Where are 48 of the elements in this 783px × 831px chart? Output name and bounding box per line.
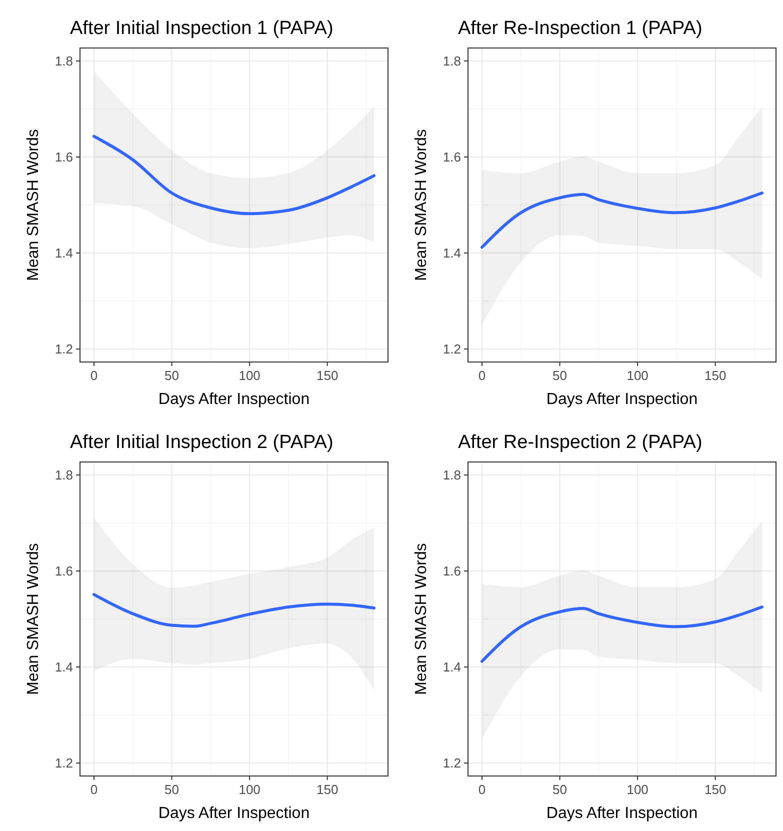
x-tick-label: 150 <box>316 782 338 797</box>
y-tick-label: 1.4 <box>54 246 73 261</box>
y-tick-label: 1.4 <box>442 660 461 675</box>
y-tick-label: 1.8 <box>54 54 73 69</box>
y-tick-label: 1.6 <box>442 150 461 165</box>
y-tick-label: 1.8 <box>442 468 461 483</box>
x-tick-label: 150 <box>704 368 726 383</box>
chart-title: After Initial Inspection 1 (PAPA) <box>70 18 334 39</box>
x-tick-label: 150 <box>704 782 726 797</box>
x-axis-title: Days After Inspection <box>158 391 310 408</box>
line-series <box>480 191 764 249</box>
x-tick-label: 0 <box>478 782 486 797</box>
y-tick-label: 1.2 <box>442 342 461 357</box>
y-tick-label: 1.6 <box>54 564 73 579</box>
line-series <box>480 605 764 663</box>
x-tick-label: 50 <box>552 782 568 797</box>
x-tick-label: 0 <box>90 368 98 383</box>
y-tick-label: 1.8 <box>54 468 73 483</box>
y-tick-label: 1.2 <box>442 756 461 771</box>
x-axis-title: Days After Inspection <box>546 391 698 408</box>
y-tick-label: 1.4 <box>442 246 461 261</box>
line-series <box>92 593 376 628</box>
y-axis-title: Mean SMASH Words <box>413 543 430 695</box>
y-tick-label: 1.8 <box>442 54 461 69</box>
y-tick-label: 1.4 <box>54 660 73 675</box>
y-tick-label: 1.2 <box>54 342 73 357</box>
x-tick-label: 100 <box>238 782 260 797</box>
y-tick-label: 1.2 <box>54 756 73 771</box>
y-axis-title: Mean SMASH Words <box>413 129 430 281</box>
y-tick-label: 1.6 <box>442 564 461 579</box>
chart-title: After Initial Inspection 2 (PAPA) <box>70 432 334 453</box>
x-tick-label: 50 <box>164 782 180 797</box>
x-tick-label: 100 <box>626 368 648 383</box>
x-tick-label: 0 <box>90 782 98 797</box>
x-axis-title: Days After Inspection <box>158 805 310 822</box>
x-axis-title: Days After Inspection <box>546 805 698 822</box>
y-tick-label: 1.6 <box>54 150 73 165</box>
x-tick-label: 150 <box>316 368 338 383</box>
chart-title: After Re-Inspection 1 (PAPA) <box>458 18 702 39</box>
x-tick-label: 0 <box>478 368 486 383</box>
x-tick-label: 100 <box>238 368 260 383</box>
line-series <box>92 134 376 216</box>
x-tick-label: 50 <box>164 368 180 383</box>
x-tick-label: 50 <box>552 368 568 383</box>
chart-title: After Re-Inspection 2 (PAPA) <box>458 432 702 453</box>
y-axis-title: Mean SMASH Words <box>25 129 42 281</box>
x-tick-label: 100 <box>626 782 648 797</box>
y-axis-title: Mean SMASH Words <box>25 543 42 695</box>
